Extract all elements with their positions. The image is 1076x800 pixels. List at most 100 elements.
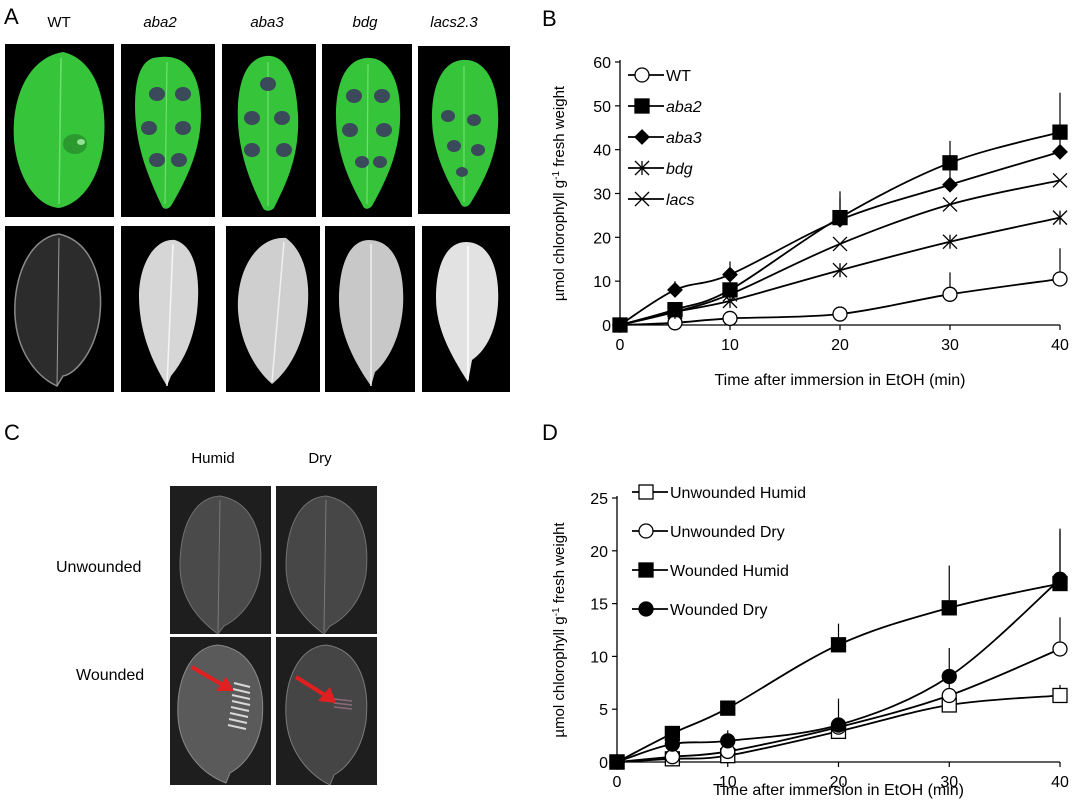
x-tick-label: 20 (830, 774, 848, 791)
x-tick-label: 30 (940, 774, 958, 791)
chart-d: 0 5 10 15 20 25 0 10 20 30 40 Time after immersion … (551, 484, 1069, 799)
legend-label: Unwounded Dry (670, 524, 785, 541)
legend-label: Unwounded Humid (670, 485, 806, 502)
data-point (941, 687, 957, 704)
fluorescence-photo-lacs (422, 226, 510, 392)
leaf-photo-wounded-dry (276, 637, 377, 785)
y-tick-label: 0 (599, 755, 608, 772)
column-label-humid: Humid (191, 450, 235, 467)
y-tick-label: 20 (590, 544, 608, 561)
data-point (830, 637, 847, 653)
data-point (832, 236, 848, 252)
y-tick-label: 25 (590, 491, 608, 508)
data-point (941, 668, 957, 685)
legend-marker (638, 523, 654, 539)
panel-letter-c: C (4, 420, 20, 445)
x-tick-label: 30 (941, 337, 959, 354)
legend-marker (634, 191, 650, 207)
x-axis-label: Time after immersion in EtOH (min) (713, 782, 964, 799)
fluorescence-photo-wt (5, 226, 114, 392)
legend-label: lacs (666, 192, 694, 209)
panel-letter-b: B (542, 6, 557, 31)
data-point (722, 310, 738, 327)
data-point (722, 266, 738, 283)
data-point (832, 306, 848, 322)
fluorescence-photo-bdg (325, 226, 415, 392)
column-label-dry: Dry (308, 450, 332, 467)
legend-label: WT (666, 68, 691, 85)
data-point (830, 717, 847, 733)
legend-label: bdg (666, 161, 693, 178)
panel-letter-a: A (4, 4, 19, 29)
legend: Unwounded Humid Unwounded Dry Wounded Humi… (632, 484, 806, 619)
data-point (1052, 172, 1068, 188)
data-point (942, 196, 958, 212)
data-point (942, 234, 958, 250)
legend-marker (638, 601, 654, 617)
leaf-photo-unwounded-humid (170, 486, 271, 634)
leaf-photo-aba2 (121, 44, 215, 217)
data-point (1052, 210, 1068, 226)
series-lacs (612, 172, 1068, 333)
legend: WT aba2 aba3 bdg lacs (628, 67, 702, 209)
data-point (612, 317, 628, 333)
data-point (1052, 143, 1068, 160)
leaf-photo-lacs (418, 46, 510, 214)
y-tick-label: 15 (590, 597, 608, 614)
legend-marker (638, 484, 654, 500)
y-tick-label: 10 (593, 274, 611, 291)
legend-marker (634, 129, 650, 145)
series-wounded-dry (609, 528, 1068, 770)
y-tick-label: 30 (593, 187, 611, 204)
leaf-photo-unwounded-dry (276, 486, 377, 634)
y-axis-label: µmol chlorophyll g-1 fresh weight (551, 85, 569, 301)
y-tick-label: 10 (590, 649, 608, 666)
leaf-photo-wounded-humid (170, 637, 271, 785)
data-point (1052, 641, 1068, 657)
data-point (664, 749, 681, 765)
data-point (667, 304, 683, 320)
data-point (667, 282, 683, 298)
x-axis-label: Time after immersion in EtOH (min) (715, 372, 966, 389)
legend-label: aba2 (666, 99, 702, 116)
row-label-wounded: Wounded (76, 667, 145, 684)
x-tick-label: 10 (721, 337, 739, 354)
chart-b: 0 10 20 30 40 50 60 0 10 20 30 40 Time after immersi… (551, 55, 1070, 389)
data-point (720, 700, 736, 716)
legend-marker (634, 67, 650, 83)
leaf-photo-bdg (322, 44, 412, 217)
data-point (942, 286, 958, 302)
data-point (664, 736, 681, 752)
x-tick-label: 40 (1051, 337, 1069, 354)
data-point (832, 211, 848, 228)
y-axis-label: µmol chlorophyll g-1 fresh weight (551, 522, 569, 738)
x-tick-label: 20 (831, 337, 849, 354)
data-point (720, 733, 736, 749)
legend-marker (638, 562, 654, 578)
data-point (609, 754, 625, 770)
data-point (1052, 687, 1068, 704)
series-aba3 (612, 125, 1068, 333)
x-tick-label: 0 (616, 337, 625, 354)
x-tick-label: 10 (719, 774, 737, 791)
leaf-photo-aba3 (222, 44, 316, 217)
y-tick-label: 40 (593, 143, 611, 160)
leaf-photo-wt (5, 44, 114, 217)
legend-label: Wounded Dry (670, 602, 768, 619)
genotype-label-bdg: bdg (352, 14, 378, 31)
x-tick-label: 0 (613, 774, 622, 791)
fluorescence-photo-aba3 (226, 226, 320, 392)
y-tick-label: 0 (602, 318, 611, 335)
legend-label: Wounded Humid (670, 563, 789, 580)
genotype-label-aba2: aba2 (143, 14, 177, 31)
data-point (941, 600, 957, 616)
fluorescence-photo-aba2 (121, 226, 215, 392)
legend-marker (634, 160, 650, 176)
row-label-unwounded: Unwounded (56, 559, 142, 576)
data-point (722, 286, 738, 302)
legend-marker (634, 98, 650, 114)
y-tick-label: 50 (593, 99, 611, 116)
y-tick-label: 5 (599, 702, 608, 719)
y-tick-label: 20 (593, 230, 611, 247)
x-tick-label: 40 (1051, 774, 1069, 791)
